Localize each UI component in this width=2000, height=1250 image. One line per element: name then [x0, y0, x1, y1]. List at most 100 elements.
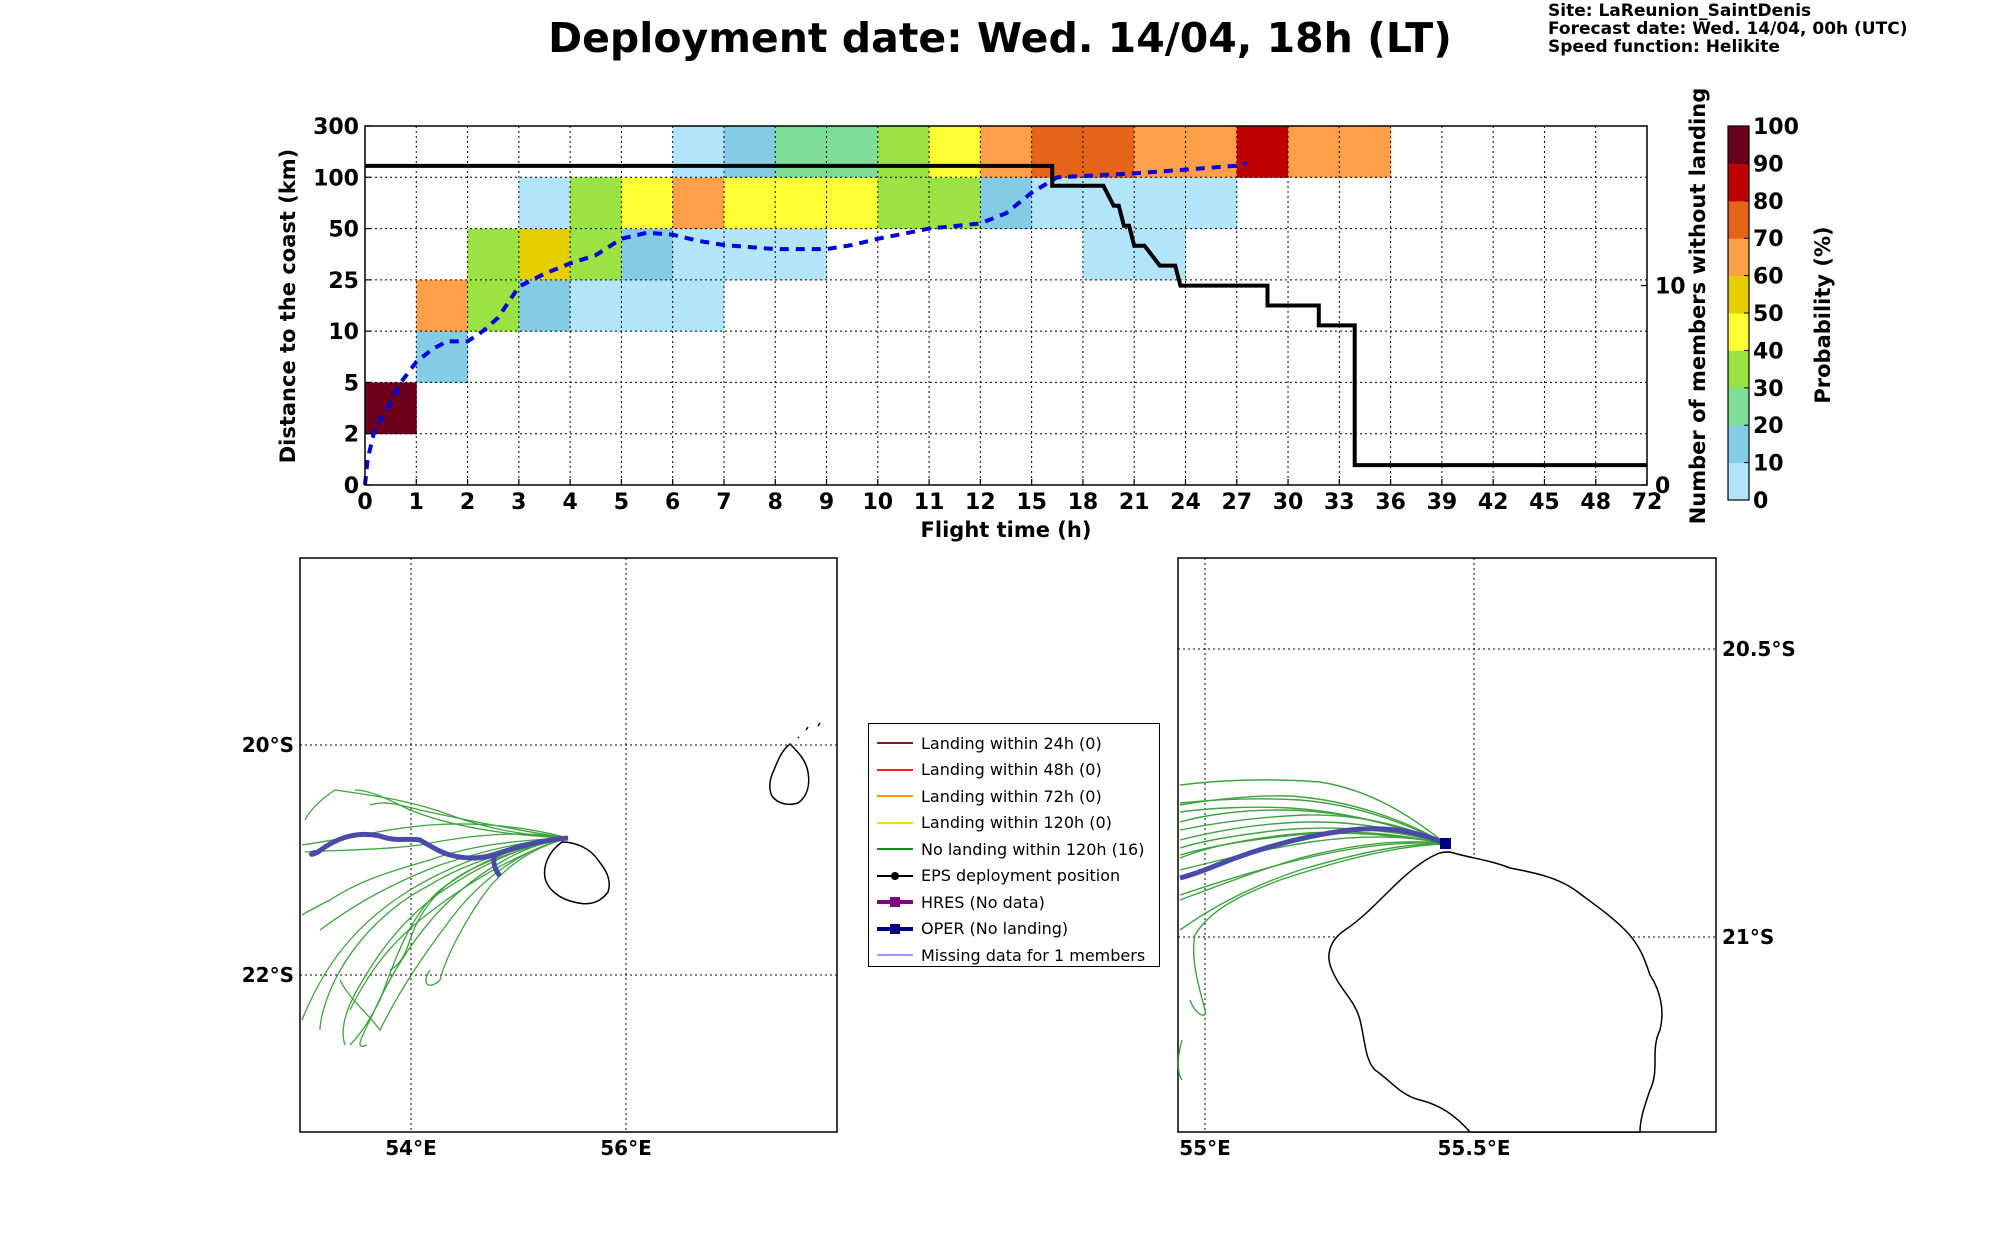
y-tick-label: 0: [344, 474, 359, 499]
legend-item: No landing within 120h (16): [869, 836, 1159, 862]
x-axis-label: Flight time (h): [921, 518, 1092, 542]
colorbar-swatch: [1728, 275, 1749, 314]
colorbar-label: Probability (%): [1811, 226, 1835, 403]
right-map-trajectories: [1177, 779, 1447, 1081]
legend-label: OPER (No landing): [921, 919, 1069, 938]
left-map-oper-hook: [491, 854, 502, 878]
x-axis-ticks: 0 1 2 3 4 5 6 7 8 9 10 11 12 15 18 21 24 27 30 33 36 39 42 45 48…: [357, 479, 1662, 515]
x-tick-label: 10: [862, 490, 893, 515]
legend-item: Landing within 24h (0): [869, 730, 1159, 756]
heatmap-cell: [877, 126, 930, 178]
heatmap-cell: [621, 279, 674, 332]
x-tick-label: 45: [1529, 490, 1560, 515]
right-map: [1177, 557, 1717, 1133]
x-tick-label: 6: [665, 490, 680, 515]
left-map-lat-label: 20°S: [242, 733, 294, 757]
right-map-lon-label: 55°E: [1179, 1136, 1231, 1160]
heatmap-cell: [826, 177, 879, 230]
heatmap-cell: [621, 177, 674, 230]
x-tick-label: 33: [1324, 490, 1355, 515]
colorbar-tick-label: 10: [1753, 452, 1784, 477]
x-tick-label: 7: [716, 490, 731, 515]
colorbar-tick-label: 80: [1753, 190, 1784, 215]
reunion-island-outline: [543, 841, 610, 905]
legend-swatch: [877, 848, 913, 850]
mauritius-islets: [797, 722, 821, 739]
x-tick-label: 8: [768, 490, 783, 515]
x-tick-label: 27: [1221, 490, 1252, 515]
left-map-lat-label: 22°S: [242, 963, 294, 987]
legend-item: Landing within 48h (0): [869, 757, 1159, 783]
heatmap-cell: [775, 126, 828, 178]
colorbar-tick-label: 90: [1753, 152, 1784, 177]
legend-swatch: [877, 897, 913, 907]
colorbar-tick-label: 40: [1753, 339, 1784, 364]
heatmap-cell: [1082, 228, 1135, 281]
right-map-lon-label: 55.5°E: [1437, 1136, 1510, 1160]
y2-axis-ticks: 0 10: [1641, 275, 1686, 499]
colorbar-swatch: [1728, 350, 1749, 389]
heatmap-cell: [980, 126, 1033, 178]
colorbar-swatch: [1728, 313, 1749, 351]
y-tick-label: 10: [328, 320, 359, 345]
legend-item: Missing data for 1 members: [869, 942, 1159, 968]
x-tick-label: 42: [1478, 490, 1509, 515]
legend-swatch: [877, 795, 913, 797]
y-tick-label: 2: [344, 423, 359, 448]
right-map-oper-track: [1179, 826, 1448, 881]
colorbar: 0 10 20 30 40 50 60 70 80 90 100: [1727, 115, 1799, 514]
heatmap-cell: [570, 177, 622, 230]
y-tick-label: 100: [313, 166, 359, 191]
x-tick-label: 36: [1375, 490, 1406, 515]
right-map-lat-label: 21°S: [1722, 925, 1774, 949]
heatmap-cell: [518, 177, 571, 230]
colorbar-swatch: [1728, 425, 1749, 464]
median-distance-line: [363, 161, 1248, 486]
heatmap-cell: [723, 126, 776, 178]
heatmap-cell: [416, 279, 469, 332]
legend-swatch: [877, 821, 913, 824]
main-title: Deployment date: Wed. 14/04, 18h (LT): [548, 14, 1452, 62]
forecast-date: Forecast date: Wed. 14/04, 00h (UTC): [1548, 19, 1908, 39]
colorbar-tick-label: 70: [1753, 227, 1784, 252]
x-tick-label: 1: [409, 490, 424, 515]
heatmap-frame: [364, 125, 1648, 486]
legend-swatch: [877, 954, 913, 956]
y-tick-label: 5: [344, 371, 359, 396]
heatmap-cell: [672, 177, 725, 230]
colorbar-tick-label: 60: [1753, 265, 1784, 290]
speed-function: Speed function: Helikite: [1548, 37, 1780, 57]
heatmap-cell: [1288, 126, 1340, 178]
colorbar-tick-label: 100: [1753, 115, 1799, 140]
legend-swatch: [877, 871, 913, 880]
right-map-oper-marker: [1440, 838, 1451, 849]
heatmap-cell: [826, 126, 879, 178]
colorbar-tick-label: 30: [1753, 377, 1784, 402]
heatmap-cell: [877, 177, 930, 230]
site-name: Site: LaReunion_SaintDenis: [1548, 1, 1812, 21]
y2-tick-label: 10: [1655, 275, 1686, 300]
x-tick-label: 48: [1580, 490, 1611, 515]
heatmap-cell: [518, 228, 571, 281]
left-map-gridlines: [300, 558, 837, 1132]
legend-label: HRES (No data): [921, 892, 1045, 912]
right-map-labels: 55°E 55.5°E 20.5°S 21°S: [1179, 637, 1796, 1160]
legend-label: Missing data for 1 members: [921, 945, 1146, 965]
legend-swatch: [877, 768, 913, 771]
right-map-gridlines: [1178, 558, 1716, 1132]
heatmap-cell: [570, 279, 622, 332]
legend-label: EPS deployment position: [921, 866, 1121, 885]
heatmap-cell: [672, 228, 725, 281]
left-map-labels: 54°E 56°E 20°S 22°S: [242, 733, 652, 1160]
heatmap-cell: [775, 228, 828, 281]
site-info: Site: LaReunion_SaintDenis Forecast date…: [1548, 2, 1907, 56]
legend-label: Landing within 24h (0): [921, 733, 1102, 753]
x-tick-label: 12: [965, 490, 996, 515]
heatmap-cell: [467, 228, 520, 281]
y-tick-label: 25: [328, 269, 359, 294]
y2-axis-label: Number of members without landing: [1686, 88, 1710, 525]
heatmap-cell: [929, 177, 981, 230]
x-tick-label: 4: [562, 490, 577, 515]
heatmap-cell: [1236, 126, 1289, 178]
